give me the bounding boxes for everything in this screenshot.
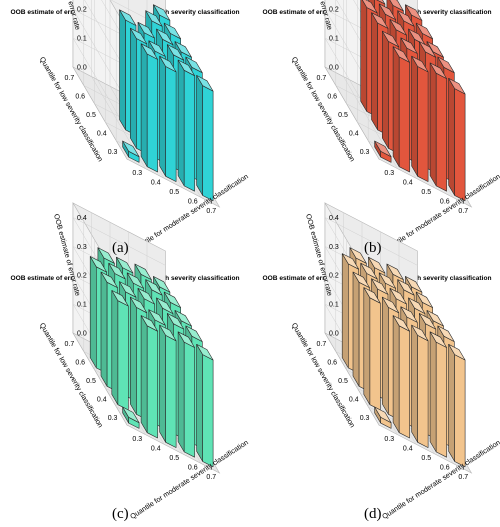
y-tick-label: 0.5 <box>86 112 96 119</box>
y-tick-label: 0.3 <box>108 415 118 422</box>
y-tick-label: 0.3 <box>108 149 118 156</box>
caption-c: (c) <box>112 506 129 522</box>
x-tick-label: 0.5 <box>421 189 431 196</box>
bar <box>177 59 195 192</box>
x-tick-label: 0.5 <box>169 455 179 462</box>
bar <box>448 344 466 468</box>
y-tick-label: 0.7 <box>65 341 75 348</box>
y-tick-label: 0.3 <box>360 149 370 156</box>
bar <box>196 344 214 468</box>
bar <box>429 62 447 192</box>
z-tick-label: 0.0 <box>329 331 339 338</box>
z-tick-label: 0.2 <box>77 273 87 280</box>
y-tick-label: 0.5 <box>86 378 96 385</box>
z-tick-label: 0.3 <box>77 244 87 251</box>
x-tick-label: 0.7 <box>458 208 468 215</box>
z-tick-label: 0.0 <box>329 65 339 72</box>
bars <box>119 4 214 202</box>
y-tick-label: 0.4 <box>349 396 359 403</box>
z-tick-label: 0.1 <box>77 302 87 309</box>
bars <box>89 247 214 468</box>
bar <box>392 315 410 439</box>
x-tick-label: 0.6 <box>188 465 198 472</box>
bar <box>374 406 392 429</box>
bar <box>448 78 466 202</box>
x-tick-label: 0.3 <box>384 170 394 177</box>
x-tick-label: 0.3 <box>384 436 394 443</box>
y-tick-label: 0.4 <box>97 130 107 137</box>
x-tick-label: 0.4 <box>151 179 161 186</box>
z-tick-label: 0.4 <box>77 215 87 222</box>
y-tick-label: 0.5 <box>338 378 348 385</box>
y-tick-label: 0.4 <box>349 130 359 137</box>
z-tick-label: 0.0 <box>77 331 87 338</box>
chart-panel-1: OOB estimate of error rate at 0.65 quant… <box>10 0 250 255</box>
bar <box>429 331 447 458</box>
y-tick-label: 0.6 <box>75 360 85 367</box>
x-tick-label: 0.6 <box>440 465 450 472</box>
y-tick-label: 0.4 <box>97 396 107 403</box>
z-tick-label: 0.0 <box>77 65 87 72</box>
x-tick-label: 0.7 <box>458 474 468 481</box>
bar <box>159 55 177 182</box>
y-tick-label: 0.3 <box>360 415 370 422</box>
x-tick-label: 0.6 <box>440 199 450 206</box>
y-tick-label: 0.7 <box>317 341 327 348</box>
z-tick-label: 0.3 <box>329 244 339 251</box>
z-tick-label: 0.2 <box>329 7 339 14</box>
caption-b: (b) <box>364 240 382 256</box>
bar <box>111 290 129 411</box>
bar <box>159 324 177 448</box>
z-tick-label: 0.2 <box>329 273 339 280</box>
y-tick-label: 0.7 <box>317 75 327 82</box>
y-tick-label: 0.6 <box>327 360 337 367</box>
x-tick-label: 0.3 <box>132 170 142 177</box>
chart-panel-3: OOB estimate of error rate at 0.85 quant… <box>10 201 250 521</box>
z-tick-label: 0.1 <box>329 36 339 43</box>
y-tick-label: 0.6 <box>327 94 337 101</box>
bar <box>196 75 214 202</box>
x-tick-label: 0.4 <box>151 445 161 452</box>
y-tick-label: 0.7 <box>65 75 75 82</box>
x-tick-label: 0.6 <box>188 199 198 206</box>
bar <box>122 140 140 163</box>
y-tick-label: 0.6 <box>75 94 85 101</box>
x-tick-label: 0.5 <box>421 455 431 462</box>
z-tick-label: 0.4 <box>329 215 339 222</box>
chart-panel-2: OOB estimate of error rate at 0.75 quant… <box>262 0 500 255</box>
bar <box>140 43 158 173</box>
x-tick-label: 0.5 <box>169 189 179 196</box>
chart-panel-4: OOB estimate of error rate at 0.95 quant… <box>262 201 500 521</box>
caption-d: (d) <box>364 506 382 522</box>
bars <box>360 0 466 202</box>
bar <box>392 46 410 173</box>
z-tick-label: 0.2 <box>77 7 87 14</box>
z-tick-label: 0.1 <box>77 36 87 43</box>
x-tick-label: 0.3 <box>132 436 142 443</box>
bar <box>363 287 381 411</box>
z-tick-label: 0.1 <box>329 302 339 309</box>
bar <box>177 331 195 458</box>
bar <box>411 55 429 182</box>
caption-a: (a) <box>112 240 129 256</box>
x-tick-label: 0.7 <box>206 208 216 215</box>
y-tick-label: 0.5 <box>338 112 348 119</box>
x-tick-label: 0.4 <box>403 179 413 186</box>
x-tick-label: 0.7 <box>206 474 216 481</box>
bar <box>140 315 158 439</box>
bar <box>374 140 392 163</box>
bars <box>341 247 466 468</box>
x-tick-label: 0.4 <box>403 445 413 452</box>
bar <box>411 324 429 448</box>
bar <box>122 406 140 429</box>
